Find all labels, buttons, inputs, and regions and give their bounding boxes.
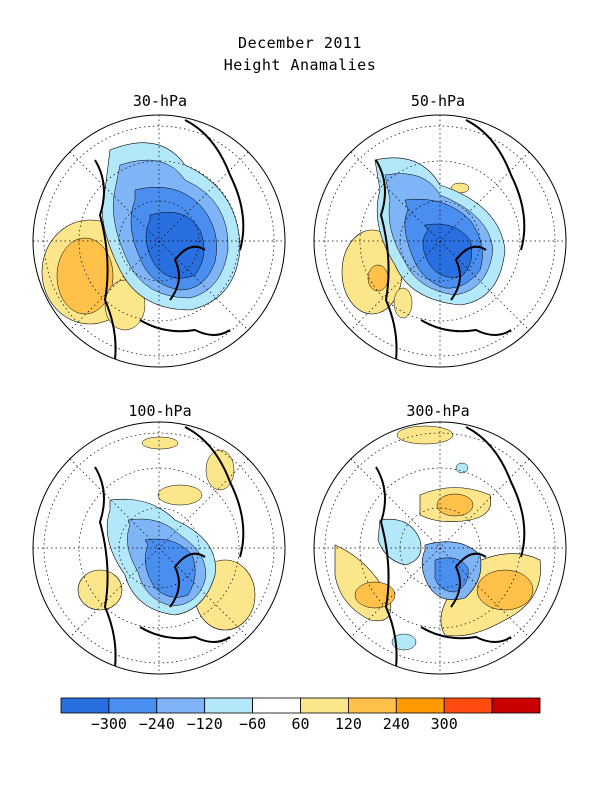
colorbar-swatch — [204, 697, 253, 714]
colorbar-tick-label: 240 — [382, 715, 410, 733]
colorbar-swatch — [60, 697, 110, 714]
colorbar-tick-label: −120 — [186, 715, 223, 733]
panel-label-50hpa: 50-hPa — [410, 92, 466, 110]
colorbar-swatch — [491, 697, 541, 714]
colorbar-swatch — [395, 697, 445, 714]
colorbar-swatch — [300, 697, 349, 714]
colorbar-tick-label: 60 — [291, 715, 310, 733]
colorbar-tick-label: 120 — [334, 715, 362, 733]
colorbar-swatch — [108, 697, 158, 714]
colorbar-swatch — [252, 697, 301, 714]
panel-label-100hpa: 100-hPa — [128, 402, 192, 420]
figure-title-line-2: Height Anamalies — [223, 56, 377, 74]
colorbar-tick-label: 300 — [430, 715, 458, 733]
panel-label-300hpa: 300-hPa — [406, 402, 470, 420]
colorbar-swatch — [347, 697, 397, 714]
colorbar-swatch — [443, 697, 493, 714]
colorbar-swatch — [156, 697, 206, 714]
panel-label-30hpa: 30-hPa — [132, 92, 188, 110]
colorbar-tick-label: −300 — [90, 715, 127, 733]
colorbar-tick-label: −240 — [138, 715, 175, 733]
colorbar-tick-label: −60 — [239, 715, 267, 733]
figure-title-line-1: December 2011 — [238, 34, 362, 52]
